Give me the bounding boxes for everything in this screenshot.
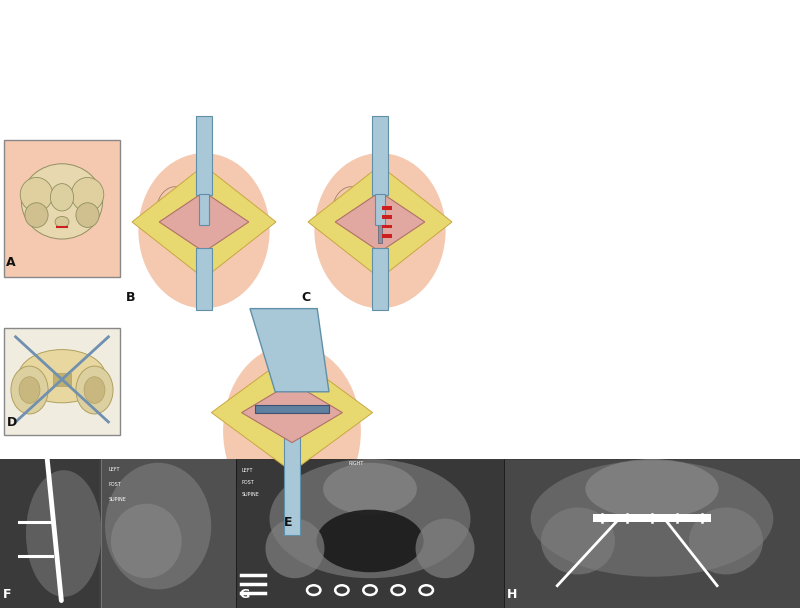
Ellipse shape [314, 153, 446, 308]
Polygon shape [250, 309, 329, 392]
Text: F: F [3, 588, 12, 601]
Ellipse shape [22, 164, 102, 239]
Text: A: A [6, 257, 16, 269]
Polygon shape [335, 192, 425, 252]
Text: SUPINE: SUPINE [242, 492, 259, 497]
Bar [0, 459, 99, 608]
Bar [102, 459, 236, 608]
Text: E: E [284, 516, 293, 529]
Bar [196, 248, 212, 310]
Bar [255, 404, 329, 413]
Text: B: B [126, 291, 135, 304]
Bar [236, 459, 504, 608]
Ellipse shape [55, 216, 69, 227]
Ellipse shape [138, 153, 270, 308]
Bar [372, 116, 388, 196]
Bar [382, 215, 392, 219]
Text: D: D [6, 416, 17, 429]
Polygon shape [159, 192, 249, 252]
Ellipse shape [84, 377, 105, 403]
Bar [4, 328, 120, 435]
Bar [504, 459, 800, 608]
Bar [382, 234, 392, 238]
Ellipse shape [541, 508, 615, 575]
Ellipse shape [26, 470, 102, 597]
Ellipse shape [689, 508, 763, 575]
Bar [378, 201, 382, 243]
Text: RIGHT: RIGHT [349, 461, 364, 466]
Ellipse shape [19, 377, 40, 403]
Text: G: G [239, 588, 250, 601]
Ellipse shape [415, 519, 474, 578]
Ellipse shape [316, 510, 424, 572]
Bar [196, 116, 212, 196]
Polygon shape [132, 165, 276, 278]
Ellipse shape [111, 503, 182, 578]
Polygon shape [242, 382, 342, 443]
Ellipse shape [76, 202, 99, 227]
Text: LEFT: LEFT [242, 468, 253, 474]
Bar [375, 194, 385, 226]
Bar [4, 328, 120, 435]
Ellipse shape [586, 459, 718, 519]
Text: H: H [507, 588, 518, 601]
Ellipse shape [76, 366, 113, 414]
Bar [199, 194, 209, 226]
Ellipse shape [71, 178, 104, 212]
Ellipse shape [530, 460, 774, 577]
Ellipse shape [223, 344, 361, 518]
Bar [0, 459, 236, 608]
Ellipse shape [270, 459, 470, 578]
Ellipse shape [11, 366, 48, 414]
Bar [53, 373, 71, 386]
Ellipse shape [323, 463, 417, 515]
Bar [372, 248, 388, 310]
Bar [382, 225, 392, 229]
Ellipse shape [105, 463, 211, 589]
Text: POST: POST [109, 482, 122, 487]
Text: SUPINE: SUPINE [109, 497, 126, 502]
Ellipse shape [18, 350, 106, 403]
Ellipse shape [50, 184, 74, 211]
Bar [4, 140, 120, 277]
Bar [593, 514, 711, 522]
Polygon shape [308, 165, 452, 278]
Text: C: C [302, 291, 310, 304]
Text: POST: POST [242, 480, 254, 485]
Ellipse shape [25, 202, 48, 227]
Ellipse shape [266, 519, 325, 578]
Bar [283, 413, 301, 535]
Ellipse shape [20, 178, 53, 212]
Polygon shape [211, 353, 373, 472]
Bar [4, 140, 120, 277]
Bar [382, 206, 392, 210]
Text: LEFT: LEFT [109, 467, 120, 472]
